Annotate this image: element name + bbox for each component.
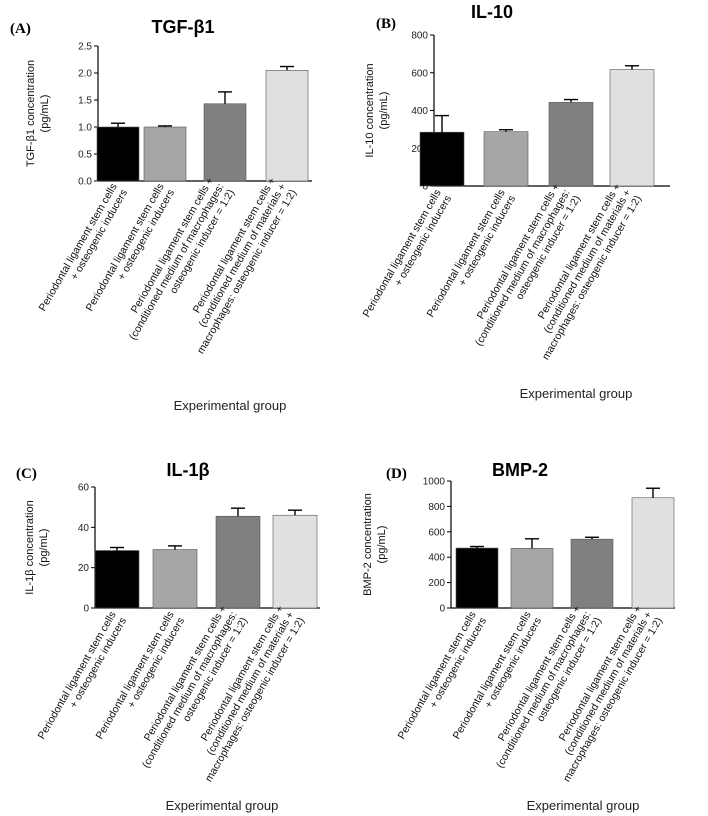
y-tick-label: 1.5 (78, 96, 92, 107)
bar (272, 514, 318, 609)
x-category-line: Periodontal ligament stem cells (37, 182, 120, 314)
chart-svg: (A) TGF-β1 TGF-β1 concentration (pg/mL) 0.0 0… (10, 17, 312, 413)
bar (215, 515, 261, 609)
bar (143, 126, 187, 182)
x-category-label: Periodontal ligament stem cells+ osteoge… (396, 610, 489, 742)
y-tick-label: 0 (422, 182, 428, 193)
y-tick-label: 800 (411, 31, 428, 42)
y-tick-label: 1000 (423, 477, 446, 488)
bar (548, 102, 594, 187)
bar (455, 547, 499, 609)
bar (203, 103, 247, 182)
y-tick-label: 0.5 (78, 150, 92, 161)
chart-panel-c: (C) IL-1β IL-1β concentration (pg/mL) 0 20 40 6… (0, 408, 354, 816)
bar (631, 497, 675, 609)
y-axis-title: (pg/mL) (38, 529, 50, 567)
x-axis-title: Experimental group (520, 386, 633, 401)
x-axis-title: Experimental group (166, 798, 279, 813)
y-tick-label: 2.0 (78, 69, 92, 80)
x-axis-title: Experimental group (527, 798, 640, 813)
y-tick-label: 0 (439, 604, 445, 615)
y-tick-label: 600 (411, 68, 428, 79)
bar (94, 550, 140, 609)
y-axis-title: IL-10 concentration (364, 63, 376, 157)
x-category-label: Periodontal ligament stem cells+ osteoge… (36, 610, 129, 742)
bar (419, 131, 465, 187)
bar (152, 549, 198, 609)
chart-panel-a: (A) TGF-β1 TGF-β1 concentration (pg/mL) 0.0 0… (0, 0, 354, 413)
bar (483, 131, 529, 187)
y-tick-label: 400 (411, 106, 428, 117)
bar (96, 126, 140, 182)
chart-title: IL-1β (167, 460, 210, 480)
chart-title: BMP-2 (492, 460, 548, 480)
chart-title: TGF-β1 (152, 17, 215, 37)
y-tick-label: 0.0 (78, 177, 92, 188)
panel-label: (D) (386, 466, 407, 482)
chart-panel-d: (D) BMP-2 BMP-2 concentration (pg/mL) 0 200 40… (354, 408, 708, 816)
bar (609, 69, 655, 187)
y-axis-title: TGF-β1 concentration (25, 60, 37, 167)
chart-svg: (D) BMP-2 BMP-2 concentration (pg/mL) 0 200 40… (362, 460, 675, 813)
y-tick-label: 200 (428, 578, 445, 589)
y-axis-title: BMP-2 concentration (362, 493, 374, 596)
bar (265, 70, 309, 182)
y-tick-label: 20 (78, 563, 90, 574)
y-tick-label: 600 (428, 527, 445, 538)
x-axis-title: Experimental group (174, 398, 287, 413)
y-tick-label: 800 (428, 502, 445, 513)
y-tick-label: 0 (83, 604, 89, 615)
y-axis-title: IL-1β concentration (24, 500, 36, 594)
panel-label: (C) (16, 466, 37, 482)
bar (510, 548, 554, 609)
y-tick-label: 2.5 (78, 42, 92, 53)
chart-title: IL-10 (471, 2, 513, 22)
chart-panel-b: (B) IL-10 IL-10 concentration (pg/mL) 0 200 40… (354, 0, 708, 408)
x-category-line: Periodontal ligament stem cells (361, 188, 444, 320)
panel-label: (B) (376, 16, 396, 32)
chart-svg: (C) IL-1β IL-1β concentration (pg/mL) 0 20 40 6… (16, 460, 320, 813)
y-axis-title: (pg/mL) (376, 526, 388, 564)
bar (570, 538, 614, 609)
y-axis-title: (pg/mL) (378, 92, 390, 130)
y-axis-title: (pg/mL) (39, 95, 51, 133)
panel-label: (A) (10, 21, 31, 37)
y-tick-label: 60 (78, 483, 90, 494)
y-tick-label: 40 (78, 523, 90, 534)
y-tick-label: 400 (428, 553, 445, 564)
y-tick-label: 1.0 (78, 123, 92, 134)
